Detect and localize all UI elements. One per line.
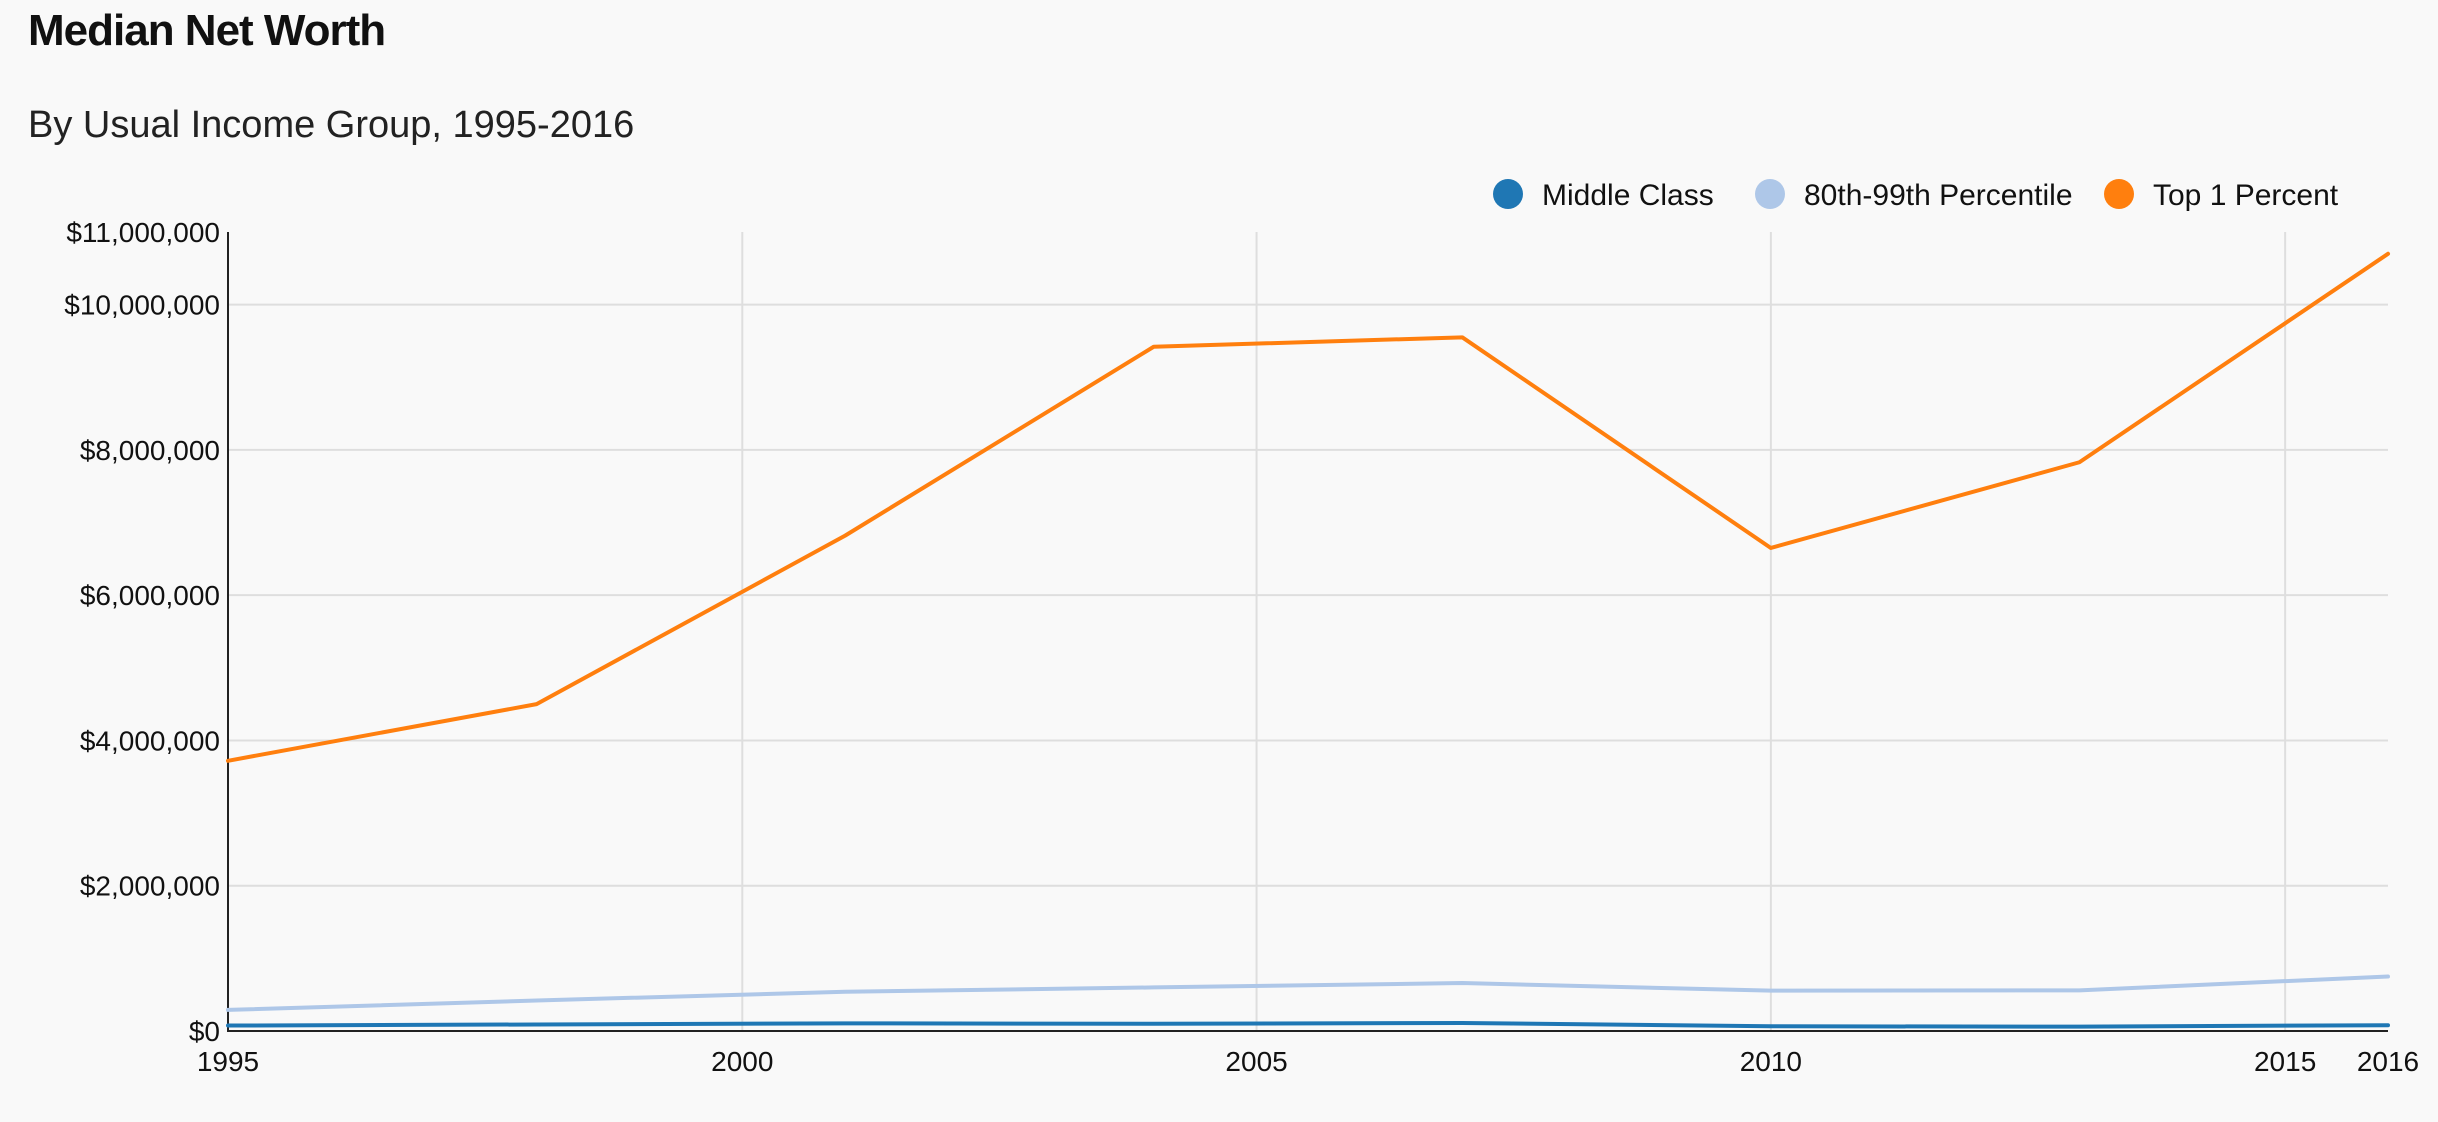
series-line-top-1-percent (226, 251, 2390, 763)
chart-title: Median Net Worth (28, 6, 386, 55)
x-tick-label: 2000 (711, 1046, 773, 1077)
legend-label: 80th-99th Percentile (1804, 179, 2073, 212)
series-lines (226, 251, 2390, 1029)
x-tick-label: 2015 (2254, 1046, 2316, 1077)
axes (227, 232, 2388, 1032)
y-tick-label: $6,000,000 (80, 580, 220, 611)
x-tick-label: 2010 (1740, 1046, 1802, 1077)
legend-marker (1493, 179, 1523, 209)
legend-marker (2104, 179, 2134, 209)
tick-labels: $0 $2,000,000 $4,000,000 $6,000,000 $8,000,0… (64, 217, 2419, 1077)
legend-label: Middle Class (1542, 179, 1714, 212)
series-line-80th-99th-percentile (226, 974, 2390, 1012)
y-tick-label: $2,000,000 (80, 871, 220, 902)
legend: Middle Class 80th-99th Percentile Top 1 Pe… (1493, 179, 2339, 212)
y-tick-label: $8,000,000 (80, 435, 220, 466)
y-tick-label: $0 (189, 1016, 220, 1047)
grid-lines (228, 232, 2388, 1031)
legend-marker (1755, 179, 1785, 209)
x-tick-label: 2005 (1225, 1046, 1287, 1077)
legend-label: Top 1 Percent (2153, 179, 2339, 212)
y-tick-label: $11,000,000 (66, 217, 220, 248)
x-tick-label: 1995 (197, 1046, 259, 1077)
y-tick-label: $4,000,000 (80, 725, 220, 756)
series-line-middle-class (226, 1021, 2390, 1029)
x-tick-label: 2016 (2357, 1046, 2419, 1077)
y-tick-label: $10,000,000 (64, 290, 220, 321)
chart-subtitle: By Usual Income Group, 1995-2016 (28, 104, 635, 146)
